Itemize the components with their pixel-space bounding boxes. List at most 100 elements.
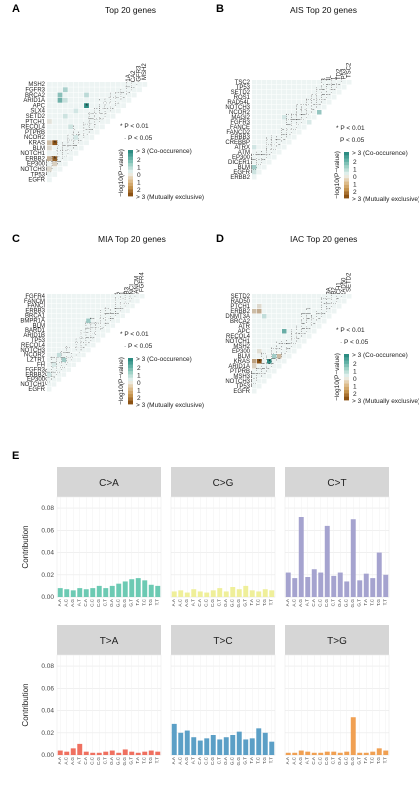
panel-b-cell <box>262 160 267 165</box>
panel-a-cell <box>94 87 100 93</box>
panel-d-row-label: BLM <box>238 354 250 360</box>
panel-a-cell <box>110 97 116 103</box>
panel-c-cell <box>76 352 81 358</box>
panel-b-cell <box>272 85 277 90</box>
panel-c-cell <box>76 343 81 348</box>
panel-d-row-label: BRCA2 <box>230 319 251 325</box>
panel-b-cell <box>257 165 262 170</box>
panel-b-cell <box>342 85 347 90</box>
panel-d-cell <box>272 344 277 349</box>
panel-d-cell <box>252 329 257 334</box>
panel-c-cell <box>61 303 67 309</box>
panel-a-sig-mark: * <box>54 141 57 147</box>
panel-a-cell <box>94 124 100 130</box>
panel-c-cell <box>100 308 106 314</box>
panel-b-cell <box>267 95 272 100</box>
facet-t-to-a-context-label: C.C <box>90 756 95 765</box>
facet-c-to-a-bar <box>116 583 122 597</box>
panel-a-cell <box>78 108 84 114</box>
panel-d-cell <box>262 349 267 354</box>
panel-c-cell <box>86 338 91 343</box>
panel-d-cell <box>317 324 322 329</box>
facet-t-to-a-context-label: G.C <box>116 756 121 765</box>
facet-t-to-c-context-label: G.A <box>223 756 228 765</box>
panel-b-cell <box>267 85 272 90</box>
panel-c-cell <box>51 318 57 323</box>
panel-d-sig-mark: * <box>258 360 261 366</box>
panel-a-cell <box>62 97 68 103</box>
facet-c-to-g-bar <box>256 591 262 597</box>
facet-c-to-g-bar <box>171 591 177 597</box>
panel-a-cell <box>137 82 142 87</box>
panel-d-row-label: APC <box>238 329 251 335</box>
panel-a-row-label: NOTCH1 <box>20 151 45 157</box>
y-tick-label: 0.00 <box>41 594 54 601</box>
panel-d-legend-swatch <box>344 383 349 388</box>
panel-d-cell <box>302 294 307 299</box>
panel-b-cell <box>287 100 292 105</box>
panel-d-cell <box>262 344 267 349</box>
panel-a-cell <box>47 166 52 172</box>
panel-d-cell <box>287 319 292 324</box>
panel-c-cell <box>47 308 52 314</box>
facet-t-to-c-bar <box>184 730 190 755</box>
panel-c-cell <box>71 343 76 348</box>
panel-c-cell <box>56 294 62 299</box>
facet-t-to-g-context-label: C.A <box>311 756 316 765</box>
panel-b-cell <box>257 110 262 115</box>
panel-c-legend-swatch <box>128 371 133 375</box>
panel-d-cell <box>282 344 287 349</box>
panel-b-cell <box>257 160 262 165</box>
panel-c-cell <box>130 294 135 299</box>
panel-c-cell <box>56 313 62 318</box>
facet-c-to-a-bar <box>135 578 141 597</box>
panel-d-cell <box>327 299 332 304</box>
panel-c-cell <box>47 303 52 309</box>
panel-c-cell <box>86 313 91 318</box>
panel-a-cell <box>94 103 100 108</box>
panel-a-legend-swatch <box>128 182 133 187</box>
panel-c-p-weak: · P < 0.05 <box>124 343 153 350</box>
panel-d-cell <box>277 304 282 309</box>
panel-b-row-label: TP53 <box>236 85 251 91</box>
panel-c-row-label: ERBB3 <box>25 309 45 315</box>
panel-c-row-label: NCOR2 <box>24 353 46 359</box>
panel-b-cell <box>257 90 262 95</box>
panel-a-col-label: FGFR3 <box>137 65 143 85</box>
panel-d-cell <box>322 309 327 314</box>
panel-a-cell <box>52 113 58 119</box>
panel-b-cell <box>332 85 337 90</box>
panel-d-cell <box>287 344 292 349</box>
panel-c-cell <box>96 338 101 343</box>
panel-d-legend-swatch <box>344 396 349 401</box>
panel-b-label: B <box>216 3 224 15</box>
panel-d-legend-swatch <box>344 370 349 375</box>
panel-b-legend-swatch <box>344 194 349 199</box>
panel-b-cell <box>252 160 257 165</box>
facet-c-to-t-bar <box>324 525 330 597</box>
panel-b-cell <box>252 150 257 155</box>
facet-t-to-g-bar <box>363 752 369 755</box>
panel-c-row-label: FANCI <box>27 304 45 310</box>
panel-a-cell <box>100 119 105 124</box>
panel-b-cell <box>317 85 322 90</box>
panel-b-cell <box>272 155 277 160</box>
facet-t-to-g-bar <box>337 752 343 755</box>
panel-a-cell <box>115 103 121 108</box>
panel-c-cell <box>56 343 62 348</box>
panel-b-cell <box>267 130 272 135</box>
panel-d-cell <box>292 349 297 354</box>
panel-d-cell <box>262 314 267 319</box>
facet-c-to-t-bar <box>292 578 298 597</box>
panel-b-cell <box>282 125 287 130</box>
panel-a-cell <box>52 108 58 114</box>
panel-c-cell <box>66 323 71 328</box>
panel-c-cell <box>91 323 96 328</box>
panel-c-row-label: TP53 <box>31 338 46 344</box>
facet-t-to-g-bar <box>344 751 350 755</box>
panel-a-cell <box>68 108 73 114</box>
panel-d-cell <box>327 309 332 314</box>
facet-t-to-a-context-label: G.G <box>122 757 127 766</box>
panel-a-cell <box>47 177 52 183</box>
facet-t-to-a-bar <box>64 751 70 755</box>
